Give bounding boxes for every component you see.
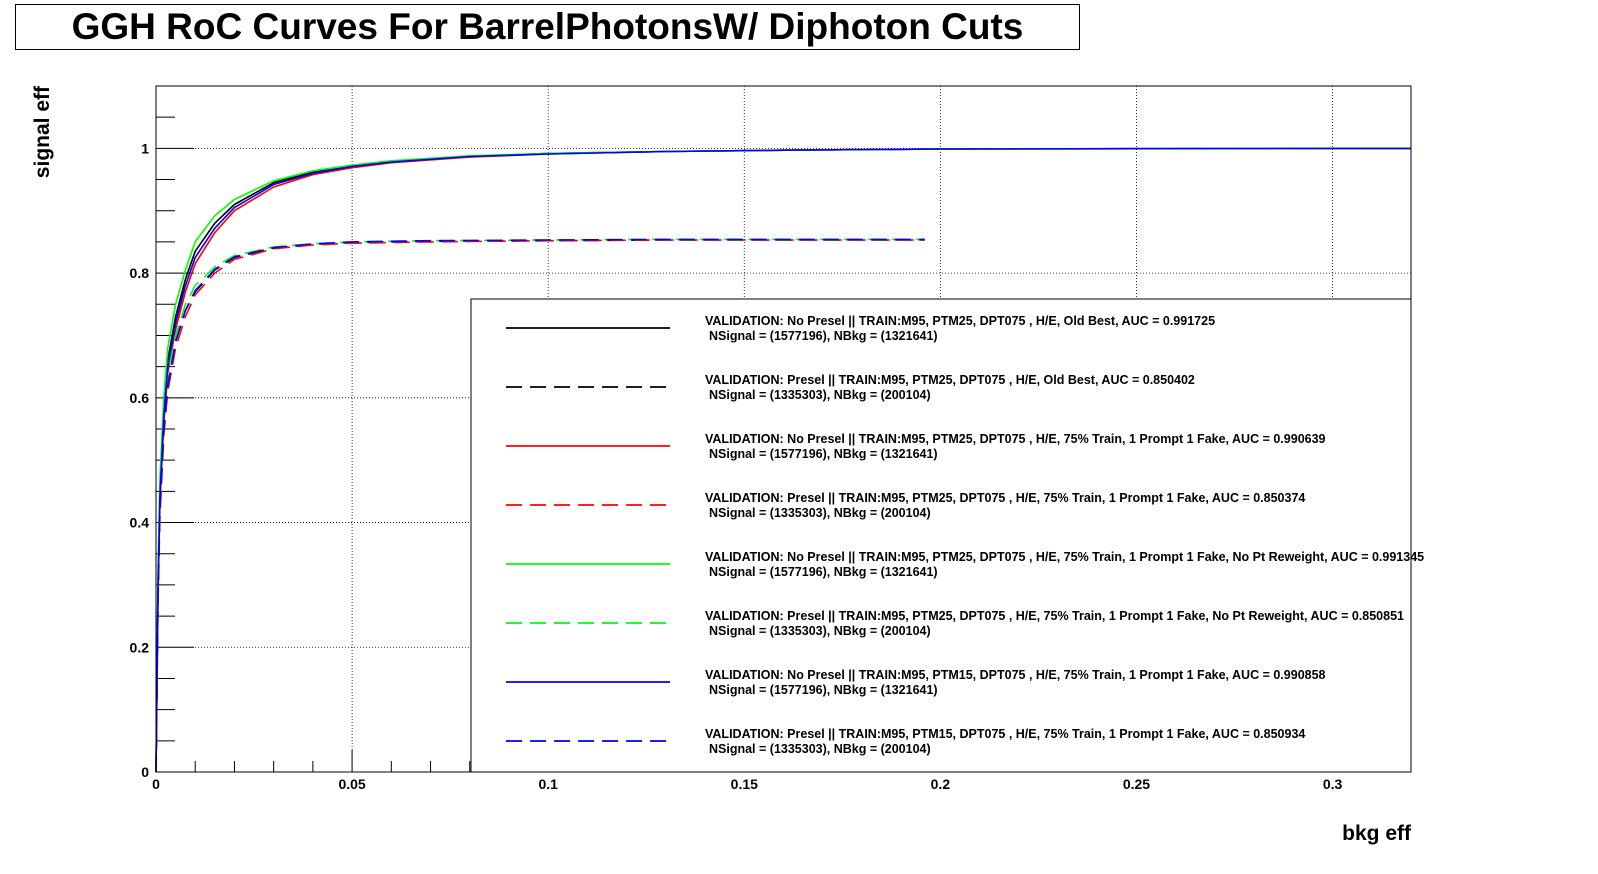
- chart-title-box: GGH RoC Curves For BarrelPhotonsW/ Dipho…: [15, 4, 1080, 50]
- x-tick-label: 0.1: [538, 776, 558, 792]
- legend-entry-4: VALIDATION: Presel || TRAIN:M95, PTM25, …: [705, 491, 1305, 505]
- legend: VALIDATION: No Presel || TRAIN:M95, PTM2…: [470, 298, 1424, 773]
- y-tick-label: 0.6: [130, 390, 150, 406]
- legend-entry-8: VALIDATION: Presel || TRAIN:M95, PTM15, …: [705, 727, 1305, 741]
- x-tick-label: 0.2: [931, 776, 951, 792]
- y-tick-label: 1: [141, 140, 149, 156]
- legend-entry-3-counts: NSignal = (1577196), NBkg = (1321641): [709, 447, 938, 461]
- legend-entry-6-counts: NSignal = (1335303), NBkg = (200104): [709, 624, 931, 638]
- legend-entry-7-counts: NSignal = (1577196), NBkg = (1321641): [709, 683, 938, 697]
- y-axis-title: signal eff: [31, 85, 54, 178]
- legend-entry-1: VALIDATION: No Presel || TRAIN:M95, PTM2…: [705, 314, 1215, 328]
- series-line-7: [155, 147, 1411, 773]
- legend-entry-7: VALIDATION: No Presel || TRAIN:M95, PTM1…: [705, 668, 1326, 682]
- legend-entry-2: VALIDATION: Presel || TRAIN:M95, PTM25, …: [705, 373, 1195, 387]
- axis-labels: 0 0.05 0.1 0.15 0.2 0.25 0.3 0 0.2 0.4 0.6 0.8 1 bkg …: [31, 85, 1412, 845]
- x-axis-title: bkg eff: [1342, 822, 1412, 845]
- series-line-8: [155, 238, 925, 773]
- x-tick-label: 0: [152, 776, 160, 792]
- x-tick-label: 0.15: [731, 776, 758, 792]
- x-tick-label: 0.25: [1123, 776, 1150, 792]
- y-tick-label: 0: [141, 764, 149, 780]
- y-tick-label: 0.2: [130, 639, 150, 655]
- x-tick-label: 0.3: [1323, 776, 1343, 792]
- y-tick-label: 0.8: [130, 265, 150, 281]
- legend-entry-6: VALIDATION: Presel || TRAIN:M95, PTM25, …: [705, 609, 1404, 623]
- legend-entry-2-counts: NSignal = (1335303), NBkg = (200104): [709, 388, 931, 402]
- legend-entry-1-counts: NSignal = (1577196), NBkg = (1321641): [709, 329, 938, 343]
- y-tick-label: 0.4: [130, 515, 150, 531]
- chart-title: GGH RoC Curves For BarrelPhotonsW/ Dipho…: [71, 6, 1024, 47]
- x-tick-label: 0.05: [338, 776, 365, 792]
- legend-entry-3: VALIDATION: No Presel || TRAIN:M95, PTM2…: [705, 432, 1326, 446]
- legend-entry-5: VALIDATION: No Presel || TRAIN:M95, PTM2…: [705, 550, 1424, 564]
- series-lines: [155, 147, 1411, 773]
- legend-entry-4-counts: NSignal = (1335303), NBkg = (200104): [709, 506, 931, 520]
- legend-entry-5-counts: NSignal = (1577196), NBkg = (1321641): [709, 565, 938, 579]
- legend-entry-8-counts: NSignal = (1335303), NBkg = (200104): [709, 742, 931, 756]
- legend-box: [470, 298, 1412, 773]
